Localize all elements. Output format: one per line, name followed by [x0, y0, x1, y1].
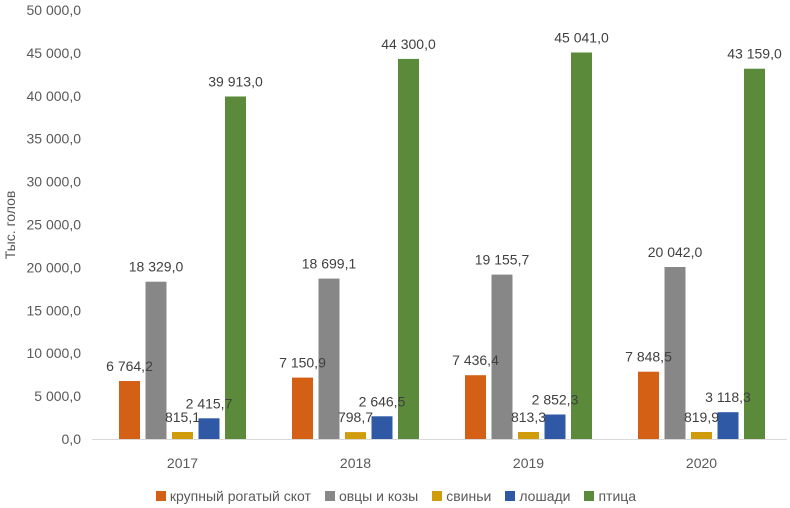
data-label: 7 436,4 [452, 352, 499, 368]
bar [398, 58, 419, 440]
y-tick-label: 20 000,0 [27, 259, 82, 275]
legend-label: свиньи [446, 488, 492, 504]
bar [119, 381, 140, 439]
bar [491, 274, 513, 439]
bar [717, 412, 739, 439]
bar [691, 432, 712, 439]
data-label: 44 300,0 [381, 36, 436, 52]
bars [119, 52, 765, 440]
legend-swatch [505, 491, 516, 501]
data-label: 39 913,0 [208, 74, 263, 90]
bar [318, 278, 340, 439]
legend-label: крупный рогатый скот [169, 488, 311, 504]
legend-label: овцы и козы [338, 488, 419, 504]
y-axis-ticks: 0,0 5 000,0 10 000,0 15 000,0 20 000,0 25 000… [27, 2, 82, 447]
data-label: 19 155,7 [475, 252, 530, 268]
data-label: 813,3 [511, 409, 546, 425]
bar [145, 281, 167, 439]
y-tick-label: 15 000,0 [27, 302, 82, 318]
data-label: 819,9 [684, 409, 719, 425]
legend-item: свиньи [432, 488, 491, 504]
y-tick-label: 30 000,0 [27, 174, 82, 190]
bar [571, 52, 592, 439]
bar [198, 418, 220, 439]
x-tick-label: 2020 [686, 455, 717, 471]
y-tick-label: 45 000,0 [27, 45, 82, 61]
x-tick-label: 2017 [167, 455, 198, 471]
x-axis-ticks: 2017 2018 2019 2020 [167, 455, 717, 471]
y-tick-label: 25 000,0 [27, 217, 82, 233]
x-tick-label: 2018 [340, 455, 371, 471]
data-label: 2 415,7 [186, 395, 233, 411]
legend-swatch [584, 491, 595, 501]
bar [664, 267, 686, 439]
y-axis-title: Тыс. голов [2, 191, 18, 260]
data-label: 6 764,2 [106, 358, 153, 374]
legend-item: овцы и козы [324, 488, 419, 504]
legend: крупный рогатый скот овцы и козы свиньи лош… [0, 486, 790, 506]
y-tick-label: 50 000,0 [27, 2, 82, 18]
data-label: 815,1 [165, 409, 200, 425]
bar [225, 96, 246, 439]
bar [292, 377, 313, 439]
bar [465, 375, 486, 439]
data-label: 18 699,1 [302, 256, 357, 272]
data-labels: 6 764,2 18 329,0 815,12 415,7 39 913,0 7 150… [106, 30, 782, 426]
y-tick-label: 40 000,0 [27, 88, 82, 104]
bar [172, 432, 193, 439]
y-tick-label: 35 000,0 [27, 131, 82, 147]
bar [345, 432, 366, 439]
data-label: 798,7 [338, 409, 373, 425]
legend-item: птица [584, 488, 636, 504]
bar [744, 68, 765, 439]
y-tick-label: 5 000,0 [34, 388, 81, 404]
data-label: 20 042,0 [648, 244, 703, 260]
bar [544, 414, 566, 439]
bar [371, 416, 393, 439]
bar [518, 432, 539, 439]
y-tick-label: 0,0 [62, 431, 82, 447]
data-label: 7 150,9 [279, 355, 326, 371]
data-label: 45 041,0 [554, 30, 609, 46]
legend-swatch [432, 491, 443, 501]
legend-label: птица [598, 488, 637, 504]
y-tick-label: 10 000,0 [27, 345, 82, 361]
data-label: 3 118,3 [705, 389, 751, 405]
legend-label: лошади [519, 488, 571, 504]
data-label: 2 852,3 [532, 392, 579, 408]
legend-swatch [155, 491, 166, 501]
x-tick-label: 2019 [513, 455, 544, 471]
data-label: 43 159,0 [727, 46, 782, 62]
data-label: 18 329,0 [129, 259, 184, 275]
legend-item: крупный рогатый скот [155, 488, 311, 504]
legend-item: лошади [505, 488, 570, 504]
bar [638, 371, 659, 439]
legend-swatch [324, 491, 335, 501]
data-label: 2 646,5 [359, 393, 406, 409]
data-label: 7 848,5 [625, 349, 672, 365]
